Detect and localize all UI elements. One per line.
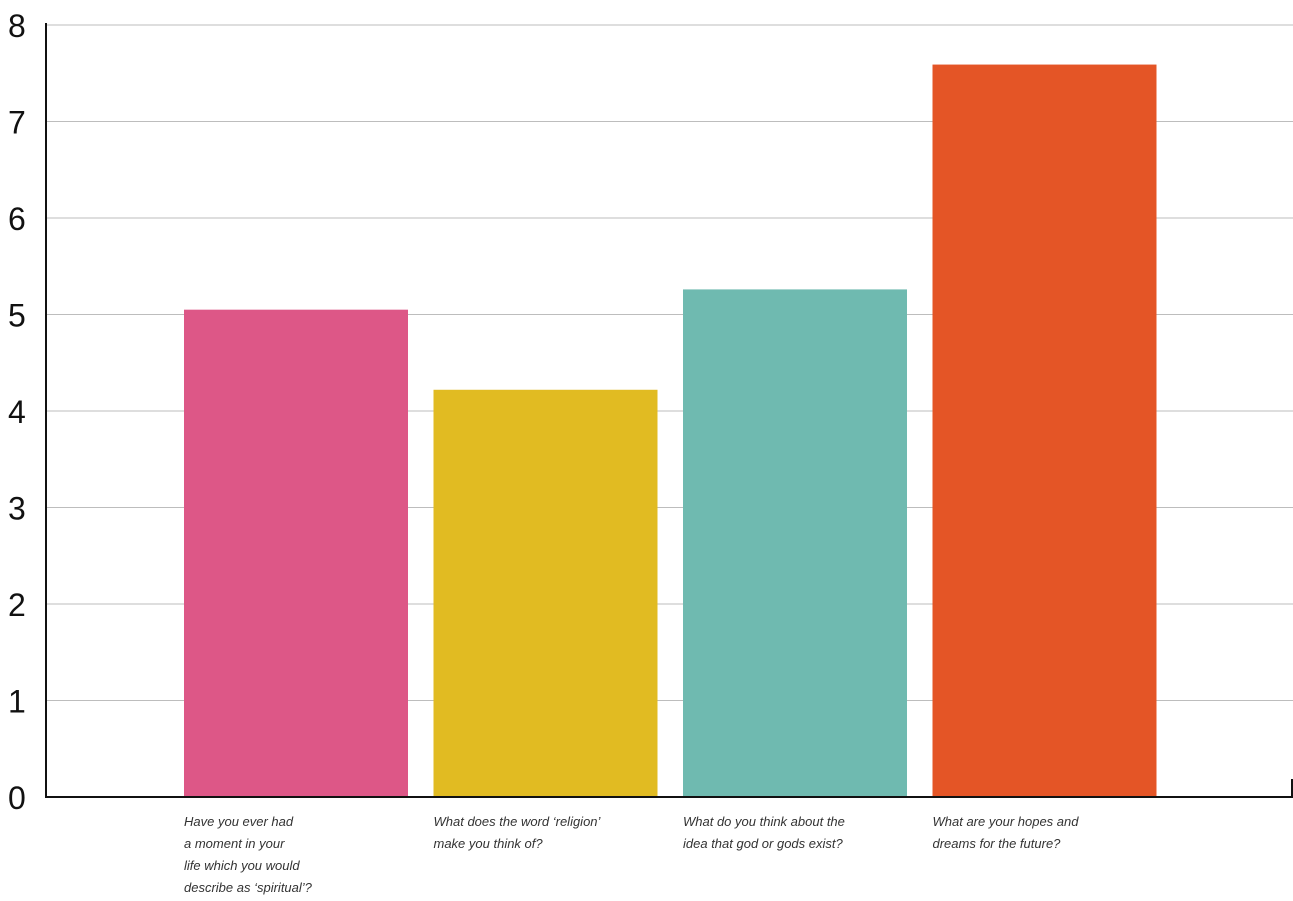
- category-label: What are your hopes and dreams for the fu…: [933, 814, 1080, 851]
- y-tick-label: 2: [8, 587, 26, 623]
- axes: [45, 23, 1293, 798]
- category-label-line: idea that god or gods exist?: [683, 836, 843, 851]
- y-tick-label: 6: [8, 201, 26, 237]
- bar: [433, 389, 658, 797]
- y-tick-label: 5: [8, 298, 26, 334]
- bars: [184, 64, 1157, 797]
- category-label: What do you think about the idea that god…: [683, 814, 845, 851]
- category-label: What does the word ‘religion’ make you th…: [434, 814, 602, 851]
- category-label-line: What are your hopes and: [933, 814, 1080, 829]
- y-tick-label: 3: [8, 491, 26, 527]
- category-label-line: What does the word ‘religion’: [434, 814, 602, 829]
- category-label-line: describe as ‘spiritual’?: [184, 880, 313, 895]
- category-label: Have you ever had a moment in your life wh…: [184, 814, 313, 895]
- category-label-line: a moment in your: [184, 836, 285, 851]
- category-labels: Have you ever had a moment in your life wh…: [184, 814, 1079, 895]
- y-tick-labels: 0 1 2 3 4 5 6 7 8: [8, 8, 26, 816]
- category-label-line: life which you would: [184, 858, 300, 873]
- category-label-line: What do you think about the: [683, 814, 845, 829]
- category-label-line: Have you ever had: [184, 814, 294, 829]
- y-tick-label: 8: [8, 8, 26, 44]
- y-tick-label: 7: [8, 105, 26, 141]
- category-label-line: dreams for the future?: [933, 836, 1062, 851]
- category-label-line: make you think of?: [434, 836, 544, 851]
- y-tick-label: 1: [8, 684, 26, 720]
- bar: [932, 64, 1157, 797]
- bar: [683, 289, 907, 797]
- bar: [184, 309, 408, 797]
- y-tick-label: 4: [8, 394, 26, 430]
- y-tick-label: 0: [8, 780, 26, 816]
